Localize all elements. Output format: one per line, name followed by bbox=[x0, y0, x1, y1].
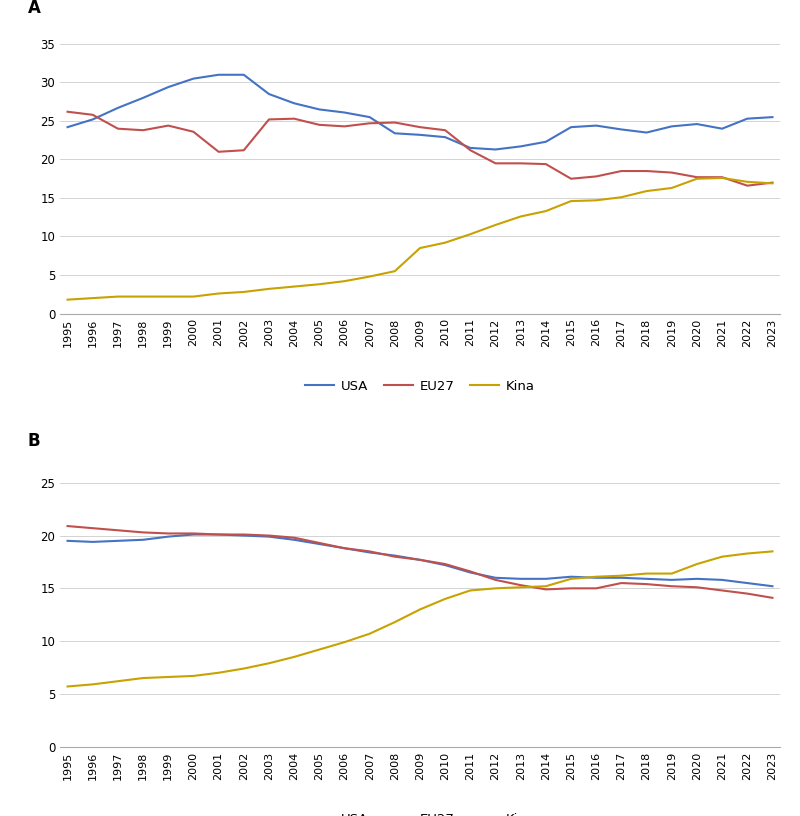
Legend: USA, EU27, Kina: USA, EU27, Kina bbox=[300, 808, 540, 816]
Legend: USA, EU27, Kina: USA, EU27, Kina bbox=[300, 375, 540, 398]
Text: A: A bbox=[27, 0, 41, 17]
Text: B: B bbox=[27, 432, 40, 450]
